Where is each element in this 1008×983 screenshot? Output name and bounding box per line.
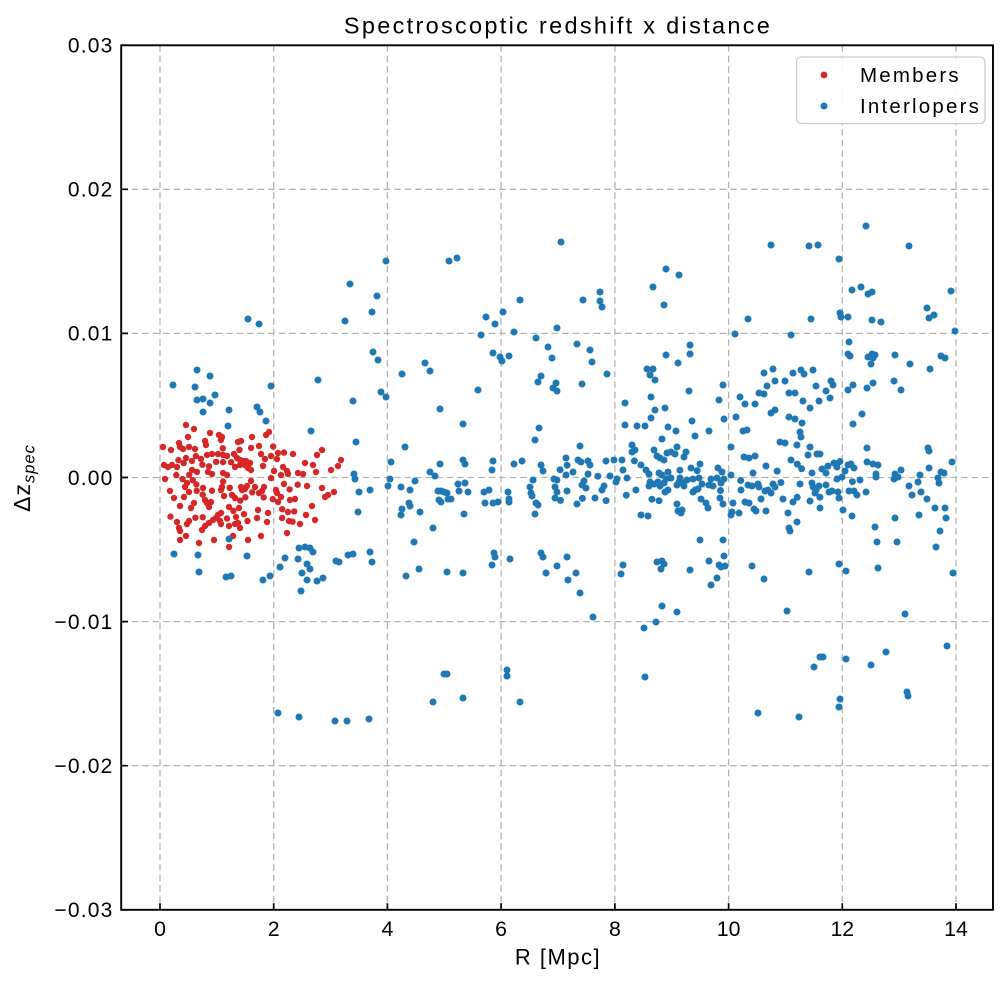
svg-text:−0.01: −0.01 (54, 611, 113, 634)
svg-text:0.00: 0.00 (68, 467, 114, 490)
svg-text:0.01: 0.01 (68, 323, 114, 346)
svg-text:Spectroscoptic redshift x dist: Spectroscoptic redshift x distance (344, 13, 772, 39)
svg-text:0.03: 0.03 (68, 35, 114, 58)
svg-text:0: 0 (154, 917, 166, 941)
svg-text:0.02: 0.02 (68, 179, 114, 202)
svg-text:Δzspec: Δzspec (9, 444, 39, 512)
svg-text:Interlopers: Interlopers (860, 95, 981, 118)
svg-text:8: 8 (609, 917, 621, 941)
svg-text:−0.02: −0.02 (54, 755, 113, 778)
svg-text:6: 6 (495, 917, 507, 941)
svg-text:2: 2 (268, 917, 280, 941)
svg-text:10: 10 (717, 917, 741, 941)
svg-text:Members: Members (860, 64, 961, 87)
svg-text:4: 4 (381, 917, 393, 941)
svg-text:R [Mpc]: R [Mpc] (515, 945, 601, 970)
svg-text:−0.03: −0.03 (54, 899, 113, 922)
svg-text:14: 14 (944, 917, 968, 941)
svg-text:12: 12 (830, 917, 854, 941)
